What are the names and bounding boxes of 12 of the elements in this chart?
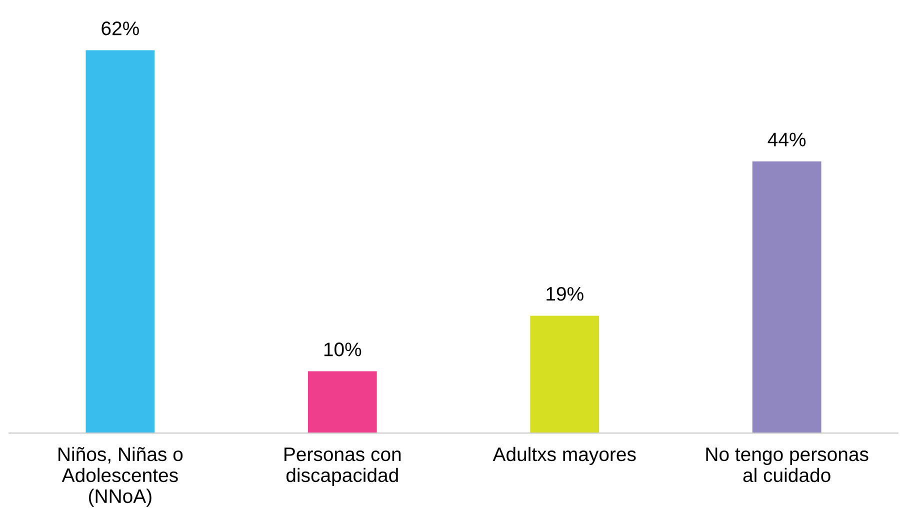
- bar: [752, 161, 822, 434]
- x-tick-label: No tengo personas al cuidado: [706, 448, 868, 482]
- data-label: 19%: [546, 286, 584, 301]
- x-tick-label: Personas con discapacidad: [284, 448, 401, 486]
- data-label: 44%: [768, 132, 806, 146]
- x-tick-label: Niños, Niñas o Adolescentes (NNoA): [58, 446, 183, 507]
- x-tick-label: Adultxs mayores: [492, 446, 636, 466]
- data-label: 10%: [324, 342, 362, 356]
- bar: [530, 316, 600, 434]
- bar: [308, 371, 377, 434]
- bar: [86, 50, 155, 434]
- data-label: 62%: [102, 22, 139, 36]
